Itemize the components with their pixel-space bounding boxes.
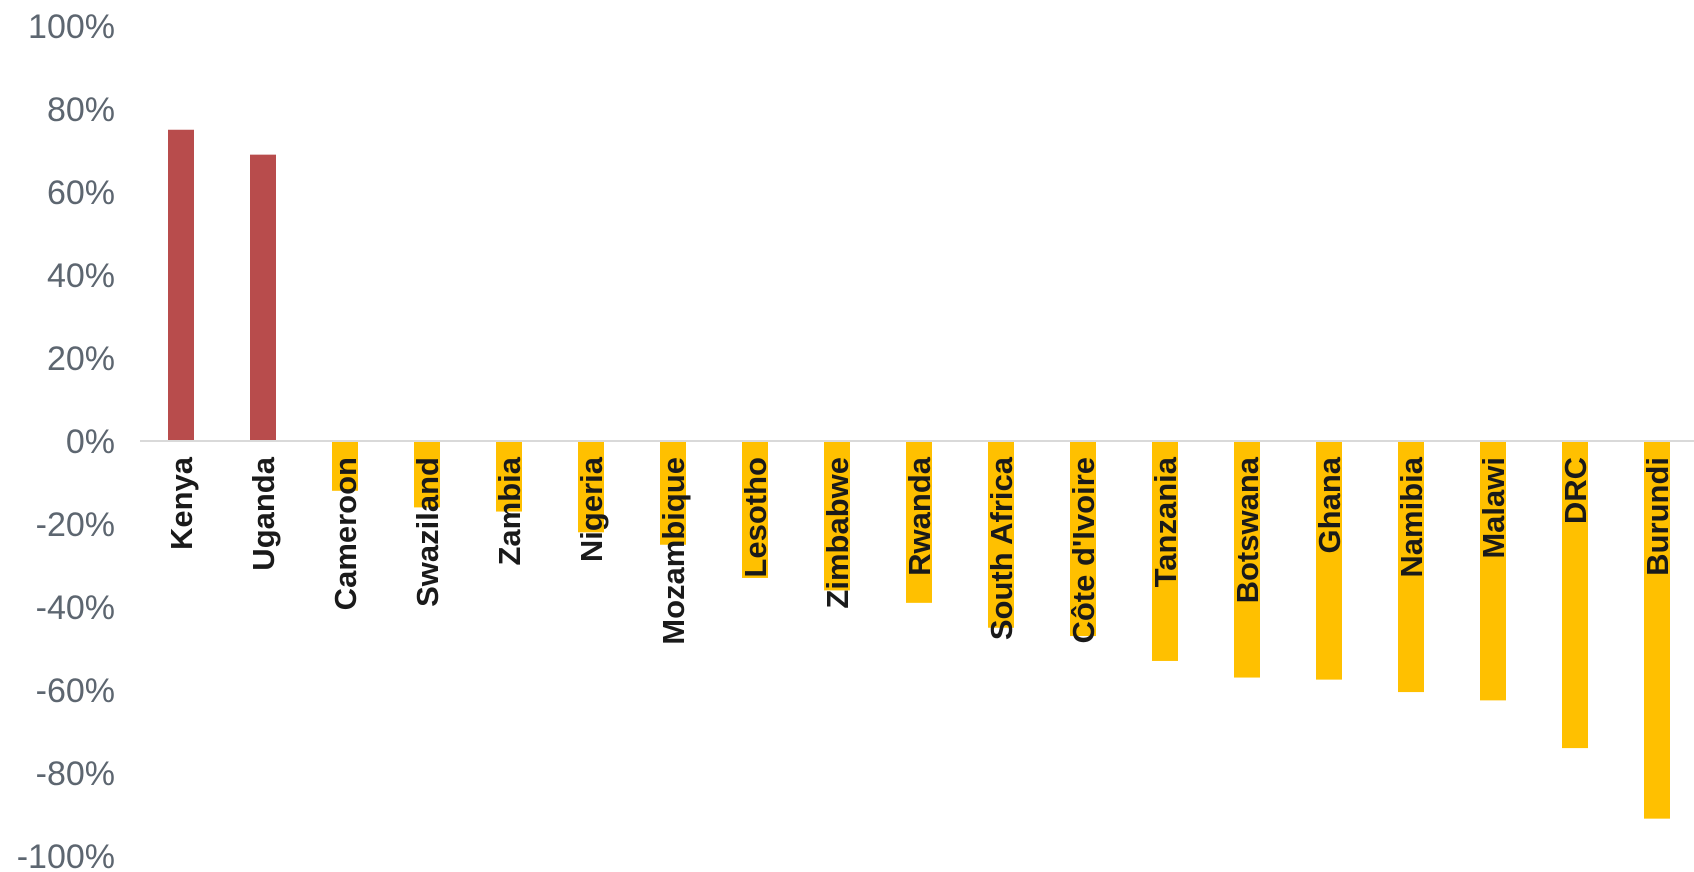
y-tick-label: -60% — [36, 672, 115, 710]
bar-cameroon — [332, 441, 358, 491]
category-label: DRC — [1558, 457, 1593, 524]
bar-swaziland — [414, 441, 440, 508]
category-label: Rwanda — [902, 456, 937, 576]
category-label: Kenya — [164, 456, 199, 550]
y-tick-label: 80% — [47, 91, 115, 129]
category-label: Swaziland — [410, 457, 445, 607]
y-tick-label: 0% — [66, 423, 115, 461]
bar-drc — [1562, 441, 1588, 749]
category-label: South Africa — [984, 456, 1019, 640]
category-label: Zimbabwe — [820, 457, 855, 609]
y-tick-label: -20% — [36, 506, 115, 544]
category-label: Burundi — [1640, 457, 1675, 576]
y-tick-label: -100% — [17, 838, 115, 872]
category-label: Tanzania — [1148, 456, 1183, 587]
bar-uganda — [250, 154, 276, 441]
bar-kenya — [168, 129, 194, 441]
bar-namibia — [1398, 441, 1424, 693]
bar-zimbabwe — [824, 441, 850, 591]
bars — [168, 129, 1670, 819]
bar-c-te-d-ivoire — [1070, 441, 1096, 637]
category-label: Côte d'Ivoire — [1066, 457, 1101, 644]
category-labels: Kenya Uganda Cameroon Swaziland Zambia Nigeri… — [164, 456, 1675, 644]
category-label: Malawi — [1476, 457, 1511, 559]
category-label: Lesotho — [738, 457, 773, 578]
category-label: Zambia — [492, 456, 527, 565]
category-label: Cameroon — [328, 457, 363, 610]
y-tick-label: 100% — [28, 8, 115, 46]
y-tick-label: -40% — [36, 589, 115, 627]
y-tick-label: -80% — [36, 755, 115, 793]
y-tick-label: 60% — [47, 174, 115, 212]
bar-lesotho — [742, 441, 768, 578]
category-label: Namibia — [1394, 456, 1429, 577]
bar-zambia — [496, 441, 522, 512]
category-label: Mozambique — [656, 457, 691, 645]
bar-malawi — [1480, 441, 1506, 701]
bar-south-africa — [988, 441, 1014, 628]
category-label: Nigeria — [574, 456, 609, 562]
bar-ghana — [1316, 441, 1342, 680]
category-label: Botswana — [1230, 456, 1265, 603]
bar-mozambique — [660, 441, 686, 545]
category-label: Ghana — [1312, 456, 1347, 553]
bar-botswana — [1234, 441, 1260, 678]
y-tick-label: 20% — [47, 340, 115, 378]
bar-burundi — [1644, 441, 1670, 819]
bar-rwanda — [906, 441, 932, 603]
category-label: Uganda — [246, 456, 281, 570]
bar-nigeria — [578, 441, 604, 533]
bar-tanzania — [1152, 441, 1178, 661]
y-tick-label: 40% — [47, 257, 115, 295]
y-axis: 100% 80% 60% 40% 20% 0% -20% -40% -60% -80% -100% — [17, 8, 115, 872]
